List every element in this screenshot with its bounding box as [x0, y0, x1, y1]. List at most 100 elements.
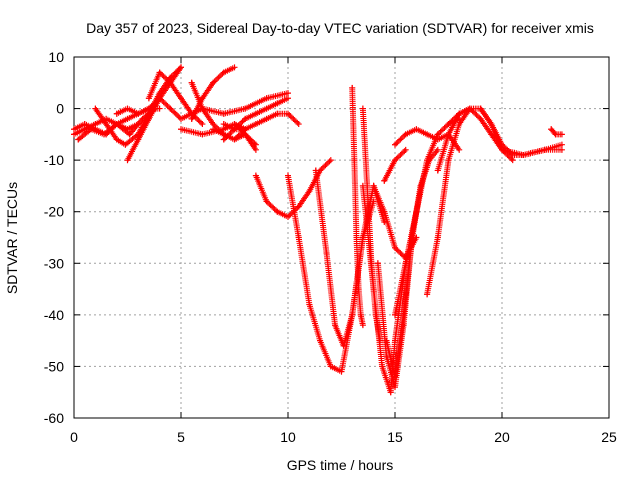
data-point: [252, 110, 259, 117]
data-point: [400, 311, 407, 318]
data-point: [387, 389, 394, 396]
data-point: [509, 151, 516, 158]
data-series: [71, 64, 565, 396]
data-point: [359, 182, 366, 189]
data-point: [285, 90, 291, 97]
data-point: [252, 146, 259, 153]
data-point: [392, 244, 398, 251]
data-point: [520, 151, 527, 158]
data-point: [552, 131, 559, 138]
data-point: [124, 105, 131, 112]
x-axis-ticks: 0 5 10 15 20 25: [70, 57, 617, 445]
data-point: [370, 286, 377, 293]
data-point: [231, 136, 238, 143]
data-point: [167, 79, 174, 86]
data-point: [413, 208, 420, 215]
data-point: [295, 121, 302, 128]
data-point: [381, 177, 388, 184]
data-point: [220, 121, 227, 128]
data-point: [295, 203, 302, 210]
data-point: [199, 95, 206, 102]
x-axis-label: GPS time / hours: [287, 457, 394, 473]
data-point: [252, 172, 259, 179]
data-point: [558, 141, 565, 148]
data-point: [456, 110, 463, 117]
y-tick-label: -10: [44, 152, 64, 168]
data-point: [113, 110, 120, 117]
data-point: [156, 95, 163, 102]
data-point: [242, 105, 249, 112]
x-tick-label: 25: [601, 429, 617, 445]
data-point: [379, 363, 386, 370]
data-point: [445, 157, 452, 164]
series-17: [285, 172, 377, 375]
data-point: [392, 337, 398, 344]
data-point: [413, 126, 420, 133]
data-point: [295, 234, 302, 241]
series-15: [231, 121, 259, 153]
data-point: [402, 131, 409, 138]
data-point: [126, 131, 133, 138]
data-point: [220, 110, 227, 117]
y-tick-label: -40: [44, 307, 64, 323]
data-point: [263, 105, 270, 112]
data-point: [383, 337, 390, 344]
data-point: [306, 301, 313, 308]
data-point: [145, 105, 152, 112]
data-point: [210, 126, 217, 133]
plot-frame: [73, 56, 610, 419]
data-point: [392, 141, 398, 148]
data-point: [445, 131, 452, 138]
data-point: [274, 100, 281, 107]
data-point: [327, 363, 334, 370]
data-point: [434, 167, 441, 174]
data-point: [113, 136, 120, 143]
data-point: [424, 291, 431, 298]
y-tick-label: 10: [48, 49, 64, 65]
data-point: [445, 121, 452, 128]
data-point: [353, 234, 360, 241]
data-point: [359, 234, 366, 241]
x-tick-label: 5: [177, 429, 185, 445]
data-point: [124, 157, 131, 164]
chart-title: Day 357 of 2023, Sidereal Day-to-day VTE…: [86, 20, 594, 36]
series-7: [113, 90, 291, 122]
y-tick-label: -30: [44, 255, 64, 271]
data-point: [359, 105, 366, 112]
data-point: [71, 131, 77, 138]
data-point: [124, 115, 131, 122]
data-point: [178, 115, 184, 122]
data-point: [263, 95, 270, 102]
data-point: [242, 131, 249, 138]
data-point: [81, 121, 88, 128]
data-point: [231, 121, 238, 128]
series-26: [392, 115, 463, 318]
data-point: [351, 157, 358, 164]
y-tick-label: -50: [44, 358, 64, 374]
y-axis-ticks: -60 -50 -40 -30 -20 -10 0 10: [44, 49, 609, 426]
data-point: [402, 260, 409, 267]
data-point: [323, 249, 330, 256]
data-point: [92, 121, 99, 128]
data-point: [541, 146, 548, 153]
data-point: [499, 141, 505, 148]
x-tick-label: 15: [387, 429, 403, 445]
x-tick-label: 20: [494, 429, 510, 445]
data-point: [188, 115, 195, 122]
data-point: [392, 157, 398, 164]
data-point: [349, 84, 356, 91]
data-point: [392, 384, 398, 391]
data-point: [242, 115, 249, 122]
data-point: [558, 131, 565, 138]
data-point: [312, 167, 319, 174]
data-point: [100, 131, 107, 138]
series-25: [381, 146, 409, 184]
x-tick-label: 10: [280, 429, 296, 445]
data-point: [285, 172, 291, 179]
data-point: [156, 69, 163, 76]
series-20: [359, 105, 384, 344]
data-point: [381, 208, 388, 215]
data-point: [499, 146, 505, 153]
data-point: [81, 126, 88, 133]
data-point: [220, 69, 227, 76]
